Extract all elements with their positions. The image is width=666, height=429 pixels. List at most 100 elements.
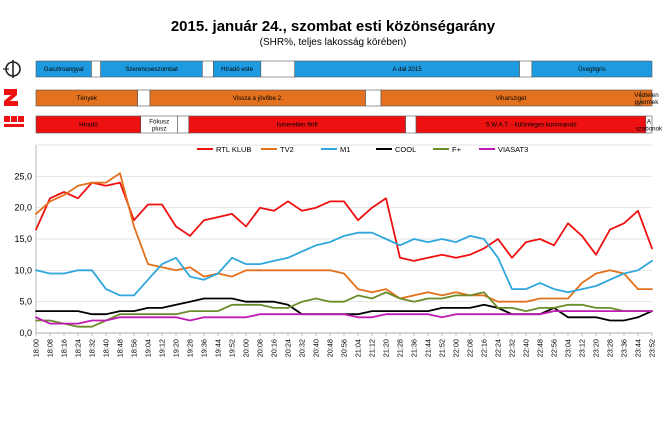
- legend-item: RTL KLUB: [197, 145, 251, 154]
- x-tick-label: 22:32: [508, 339, 517, 357]
- program-block: [645, 115, 653, 134]
- tv2-logo-icon: [4, 89, 18, 106]
- x-tick-label: 21:04: [354, 339, 363, 357]
- rtl-logo-square: [18, 116, 24, 122]
- program-block: [137, 89, 151, 107]
- channel-logos: [3, 60, 24, 127]
- program-block: [91, 60, 101, 78]
- series-line-f-: [35, 291, 653, 328]
- x-tick-label: 18:00: [32, 339, 41, 357]
- series-lines: [35, 172, 653, 328]
- x-tick-label: 20:32: [298, 339, 307, 357]
- program-label: Fókusz plusz: [149, 119, 169, 133]
- series-line-m1: [35, 231, 653, 297]
- x-tick-label: 18:24: [74, 339, 83, 357]
- x-tick-label: 21:20: [382, 339, 391, 357]
- x-tick-label: 23:36: [620, 339, 629, 357]
- program-block: [640, 89, 653, 107]
- legend-label: VIASAT3: [498, 145, 528, 154]
- x-tick-label: 19:12: [158, 339, 167, 357]
- schedule-row-0: Gasztroangyal Szerencseszombat Híradó este…: [35, 60, 653, 78]
- program-label-line: plusz: [152, 126, 166, 133]
- program-label-line: A: [647, 119, 652, 126]
- x-tick-label: 20:08: [256, 339, 265, 357]
- x-tick-label: 18:16: [60, 339, 69, 357]
- y-tick-label: 10,0: [14, 265, 32, 275]
- x-tick-label: 21:44: [424, 339, 433, 357]
- chart-title: 2015. január 24., szombat esti közönséga…: [171, 18, 496, 35]
- program-label-line: gyermek: [635, 99, 660, 106]
- x-tick-label: 22:48: [536, 339, 545, 357]
- x-tick-label: 21:36: [410, 339, 419, 357]
- x-tick-label: 19:44: [214, 339, 223, 357]
- y-tick-label: 25,0: [14, 171, 32, 181]
- program-block: [405, 115, 417, 134]
- series-line-tv2: [35, 172, 653, 303]
- x-axis-ticks: 18:00 18:08 18:16 18:24 18:32 18:40 18:48 18:56…: [32, 333, 657, 357]
- program-label-line: Fókusz: [149, 119, 169, 126]
- program-block: [519, 60, 533, 78]
- y-tick-label: 15,0: [14, 234, 32, 244]
- program-block: [260, 60, 296, 78]
- schedule-row-1: Tények Vissza a jövőbe 2. Viharsziget Védte…: [35, 89, 659, 107]
- x-tick-label: 22:56: [550, 339, 559, 357]
- tv2-logo-shape: [4, 89, 18, 106]
- legend-label: F+: [452, 145, 462, 154]
- chart-legend: RTL KLUB TV2 M1 COOL F+ VIASAT3: [197, 145, 528, 154]
- x-tick-label: 21:52: [438, 339, 447, 357]
- x-tick-label: 20:24: [284, 339, 293, 357]
- legend-item: F+: [433, 145, 462, 154]
- x-tick-label: 22:08: [466, 339, 475, 357]
- legend-label: TV2: [280, 145, 294, 154]
- x-tick-label: 23:20: [592, 339, 601, 357]
- legend-item: M1: [321, 145, 350, 154]
- x-tick-label: 23:52: [648, 339, 657, 357]
- y-axis-ticks: 0,0 5,0 10,0 15,0 20,0 25,0: [14, 171, 32, 338]
- rtl-logo-square: [11, 116, 17, 122]
- x-tick-label: 23:12: [578, 339, 587, 357]
- rtl-logo-icon: [4, 116, 24, 127]
- program-label: Híradó: [79, 122, 98, 129]
- legend-item: TV2: [261, 145, 294, 154]
- x-tick-label: 22:16: [480, 339, 489, 357]
- legend-item: COOL: [376, 145, 416, 154]
- x-tick-label: 18:32: [88, 339, 97, 357]
- x-tick-label: 18:40: [102, 339, 111, 357]
- x-tick-label: 20:16: [270, 339, 279, 357]
- x-tick-label: 18:48: [116, 339, 125, 357]
- program-block: [177, 115, 190, 134]
- x-tick-label: 20:40: [312, 339, 321, 357]
- program-label: Vissza a jövőbe 2.: [233, 95, 283, 102]
- rtl-logo-square: [4, 116, 10, 122]
- m1-logo-icon: [3, 60, 21, 78]
- y-tick-label: 0,0: [19, 328, 32, 338]
- legend-item: VIASAT3: [479, 145, 528, 154]
- series-line-rtl-klub: [35, 181, 653, 262]
- x-tick-label: 23:04: [564, 339, 573, 357]
- plot-grid: [35, 144, 652, 334]
- program-label: A dal 2015: [393, 66, 423, 73]
- program-label: S.W.A.T. - különleges kommandó: [485, 122, 577, 129]
- x-tick-label: 20:48: [326, 339, 335, 357]
- program-label: Védtelen gyermek: [634, 92, 659, 106]
- x-tick-label: 21:28: [396, 339, 405, 357]
- program-label: Viharsziget: [496, 95, 527, 102]
- program-block: [365, 89, 382, 107]
- schedule-row-2: Híradó Fókusz plusz Ismeretlen férfi S.W.A.T…: [35, 115, 663, 134]
- legend-label: RTL KLUB: [216, 145, 251, 154]
- x-tick-label: 23:28: [606, 339, 615, 357]
- program-label-line: Védtelen: [634, 92, 659, 99]
- program-label-line: szabonok: [636, 126, 663, 133]
- x-tick-label: 18:56: [130, 339, 139, 357]
- program-label: Üvegtigris: [578, 66, 606, 73]
- x-tick-label: 22:24: [494, 339, 503, 357]
- x-tick-label: 21:12: [368, 339, 377, 357]
- legend-label: M1: [340, 145, 350, 154]
- x-tick-label: 19:52: [228, 339, 237, 357]
- program-label: Híradó este: [221, 66, 254, 73]
- x-tick-label: 19:36: [200, 339, 209, 357]
- x-tick-label: 20:00: [242, 339, 251, 357]
- program-block: [202, 60, 214, 78]
